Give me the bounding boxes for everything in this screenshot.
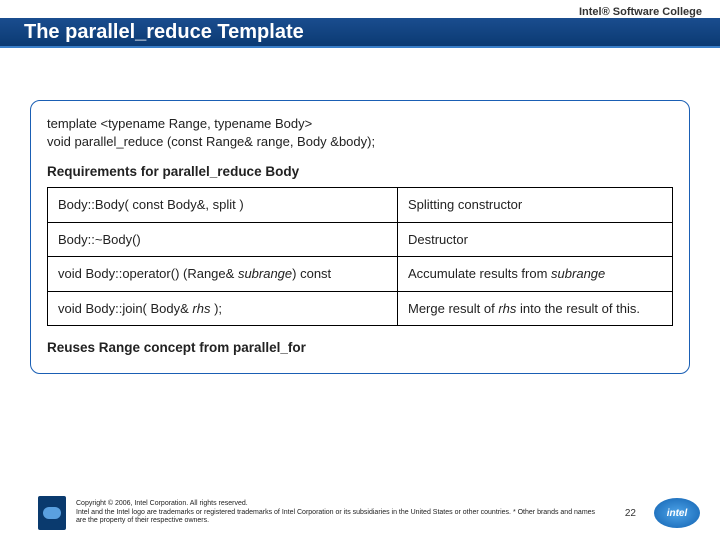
software-badge-icon: [38, 496, 66, 530]
page-number: 22: [625, 508, 636, 519]
footer: Copyright © 2006, Intel Corporation. All…: [38, 496, 700, 530]
content-box: template <typename Range, typename Body>…: [30, 100, 690, 374]
footer-legal: Copyright © 2006, Intel Corporation. All…: [76, 500, 607, 526]
signature-line-1: template <typename Range, typename Body>: [47, 116, 312, 131]
italic-term: rhs: [192, 301, 210, 316]
description-cell: Merge result of rhs into the result of t…: [398, 291, 673, 326]
title-bar: The parallel_reduce Template: [0, 18, 720, 48]
table-row: void Body::operator() (Range& subrange) …: [48, 257, 673, 292]
description-cell: Accumulate results from subrange: [398, 257, 673, 292]
table-row: Body::~Body()Destructor: [48, 222, 673, 257]
signature-line-2: void parallel_reduce (const Range& range…: [47, 134, 375, 149]
brand-label: Intel® Software College: [579, 6, 702, 18]
requirements-heading: Requirements for parallel_reduce Body: [47, 164, 673, 179]
requirements-table: Body::Body( const Body&, split )Splittin…: [47, 187, 673, 326]
italic-term: subrange: [238, 266, 292, 281]
method-cell: void Body::join( Body& rhs );: [48, 291, 398, 326]
intel-logo-icon: intel: [654, 498, 700, 528]
description-cell: Destructor: [398, 222, 673, 257]
reuse-note: Reuses Range concept from parallel_for: [47, 340, 673, 355]
description-cell: Splitting constructor: [398, 188, 673, 223]
page-title: The parallel_reduce Template: [24, 21, 304, 44]
italic-term: rhs: [498, 301, 516, 316]
template-signature: template <typename Range, typename Body>…: [47, 115, 673, 150]
copyright-line: Copyright © 2006, Intel Corporation. All…: [76, 500, 248, 507]
method-cell: void Body::operator() (Range& subrange) …: [48, 257, 398, 292]
method-cell: Body::Body( const Body&, split ): [48, 188, 398, 223]
method-cell: Body::~Body(): [48, 222, 398, 257]
trademark-line: Intel and the Intel logo are trademarks …: [76, 509, 595, 525]
table-row: void Body::join( Body& rhs );Merge resul…: [48, 291, 673, 326]
italic-term: subrange: [551, 266, 605, 281]
table-row: Body::Body( const Body&, split )Splittin…: [48, 188, 673, 223]
